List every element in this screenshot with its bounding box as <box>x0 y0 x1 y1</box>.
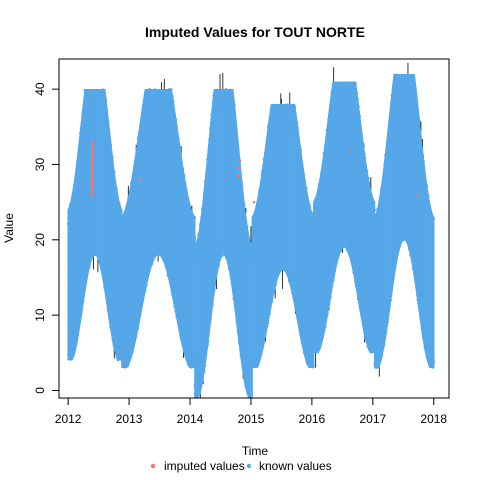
known-value-point <box>112 170 116 173</box>
imputed-value-point <box>238 159 242 162</box>
known-value-point <box>373 208 376 212</box>
known-value-point <box>358 114 362 118</box>
chart-title: Imputed Values for TOUT NORTE <box>145 24 365 40</box>
known-value-point <box>111 156 114 159</box>
known-value-point <box>299 148 302 152</box>
known-value-point <box>304 186 308 190</box>
known-value-point <box>233 103 236 106</box>
known-value-point <box>193 216 197 219</box>
known-value-point <box>421 154 425 157</box>
known-value-point <box>202 369 206 373</box>
known-value-point <box>182 174 186 178</box>
known-value-point <box>356 97 359 101</box>
known-value-point <box>211 302 214 306</box>
imputed-value-point <box>238 166 241 170</box>
imputed-values-series <box>89 140 419 204</box>
known-values-series <box>66 73 436 398</box>
known-value-point <box>203 364 207 367</box>
imputed-value-point <box>237 174 241 178</box>
known-value-point <box>432 360 436 364</box>
